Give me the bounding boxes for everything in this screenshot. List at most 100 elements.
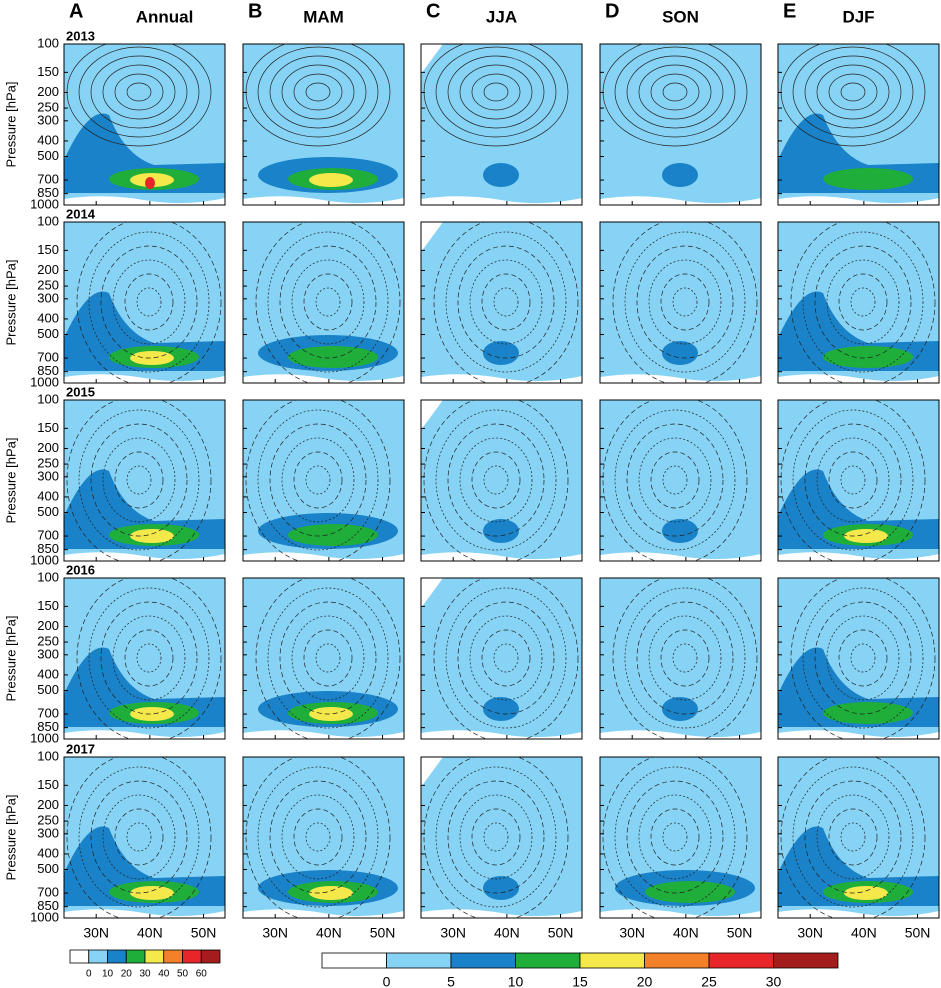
panel [600,400,761,561]
y-tick-label: 250 [37,456,59,471]
colorbar-label: 40 [158,969,170,980]
contour [114,451,164,509]
y-tick-label: 100 [37,748,59,763]
panel [600,222,761,383]
x-tick-label: 50N [727,925,753,941]
contour [471,73,521,111]
y-tick-label: 400 [37,132,59,147]
contour [660,273,710,331]
shade-blue [483,163,519,187]
contour [100,245,198,359]
contour [66,757,212,918]
contour [124,273,174,331]
contour [315,643,341,673]
y-tick-label: 150 [37,777,59,792]
contour [850,643,876,673]
contour [102,794,176,880]
shade-white [64,196,225,205]
contour [612,578,758,739]
panel [64,757,225,918]
contour [245,400,391,561]
colorbar-box [773,952,839,969]
contour [281,794,355,880]
year-label: 2017 [66,741,95,756]
panel [600,757,761,918]
y-tick-label: 850 [37,898,59,913]
year-label: 2016 [66,562,95,577]
contour [650,808,700,866]
contour [76,578,222,739]
colorbar-label: 5 [447,974,455,988]
colorbar-label: 10 [508,974,524,988]
panel-frame [420,756,583,919]
contour [469,615,543,701]
panel [600,578,761,739]
shade-blue [483,519,519,543]
colorbar-label: 0 [383,974,391,988]
contour [483,822,509,852]
contour [838,273,888,331]
panel [600,44,761,205]
y-tick-label: 850 [37,719,59,734]
contour [660,629,710,687]
shade-white [421,757,443,787]
panel-frame [599,43,762,206]
contour [267,587,389,729]
shade-white [64,730,225,739]
panel [421,222,582,383]
contour [303,629,353,687]
shade-white [778,730,939,739]
y-tick-label: 300 [37,646,59,661]
colorbar-box [515,952,581,969]
contour [792,46,914,138]
panel [778,757,939,918]
y-tick-label: 850 [37,185,59,200]
contour [445,231,567,373]
contour [303,273,353,331]
contour [826,615,900,701]
shade-green [288,346,378,368]
contour [457,601,555,715]
contour [612,222,758,383]
colorbar-box [386,952,452,969]
y-tick-label: 250 [37,634,59,649]
y-tick-label: 100 [37,35,59,50]
colorbar-box [450,952,516,969]
contour [672,643,698,673]
shade-white [421,909,582,918]
y-tick-label: 250 [37,813,59,828]
panel-letter: A [69,0,83,22]
shade-blue [662,519,698,543]
panel [243,757,404,918]
x-tick-label: 40N [851,925,877,941]
shade-green [823,346,913,368]
x-tick-label: 30N [262,925,288,941]
y-tick-label: 400 [37,666,59,681]
contour [90,423,188,537]
contour [626,423,724,537]
x-tick-label: 40N [494,925,520,941]
contour [257,766,379,908]
contour [90,780,188,894]
shade-green [823,168,913,190]
contour [293,73,343,111]
contour [840,465,866,495]
shade-blue [662,163,698,187]
y-tick-label: 700 [37,527,59,542]
shade-white [64,374,225,383]
column-title: Annual [136,7,194,26]
panel [243,44,404,205]
shade-white [243,552,404,561]
panel-frame [777,221,940,384]
panel [64,578,225,739]
contour [481,629,531,687]
panel [778,400,939,561]
y-tick-label: 400 [37,845,59,860]
contour [816,437,890,523]
contour [493,643,519,673]
contour [459,437,533,523]
y-axis-label: Pressure [hPa] [3,438,18,524]
contour [828,451,878,509]
y-tick-label: 400 [37,310,59,325]
y-tick-label: 300 [37,290,59,305]
